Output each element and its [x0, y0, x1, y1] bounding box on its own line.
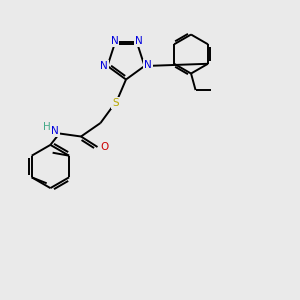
Text: O: O	[100, 142, 108, 152]
Text: N: N	[111, 36, 119, 46]
Text: N: N	[100, 61, 108, 71]
Text: N: N	[51, 126, 59, 136]
Text: H: H	[43, 122, 50, 132]
Text: N: N	[144, 59, 152, 70]
Text: S: S	[112, 98, 119, 108]
Text: N: N	[135, 36, 143, 46]
